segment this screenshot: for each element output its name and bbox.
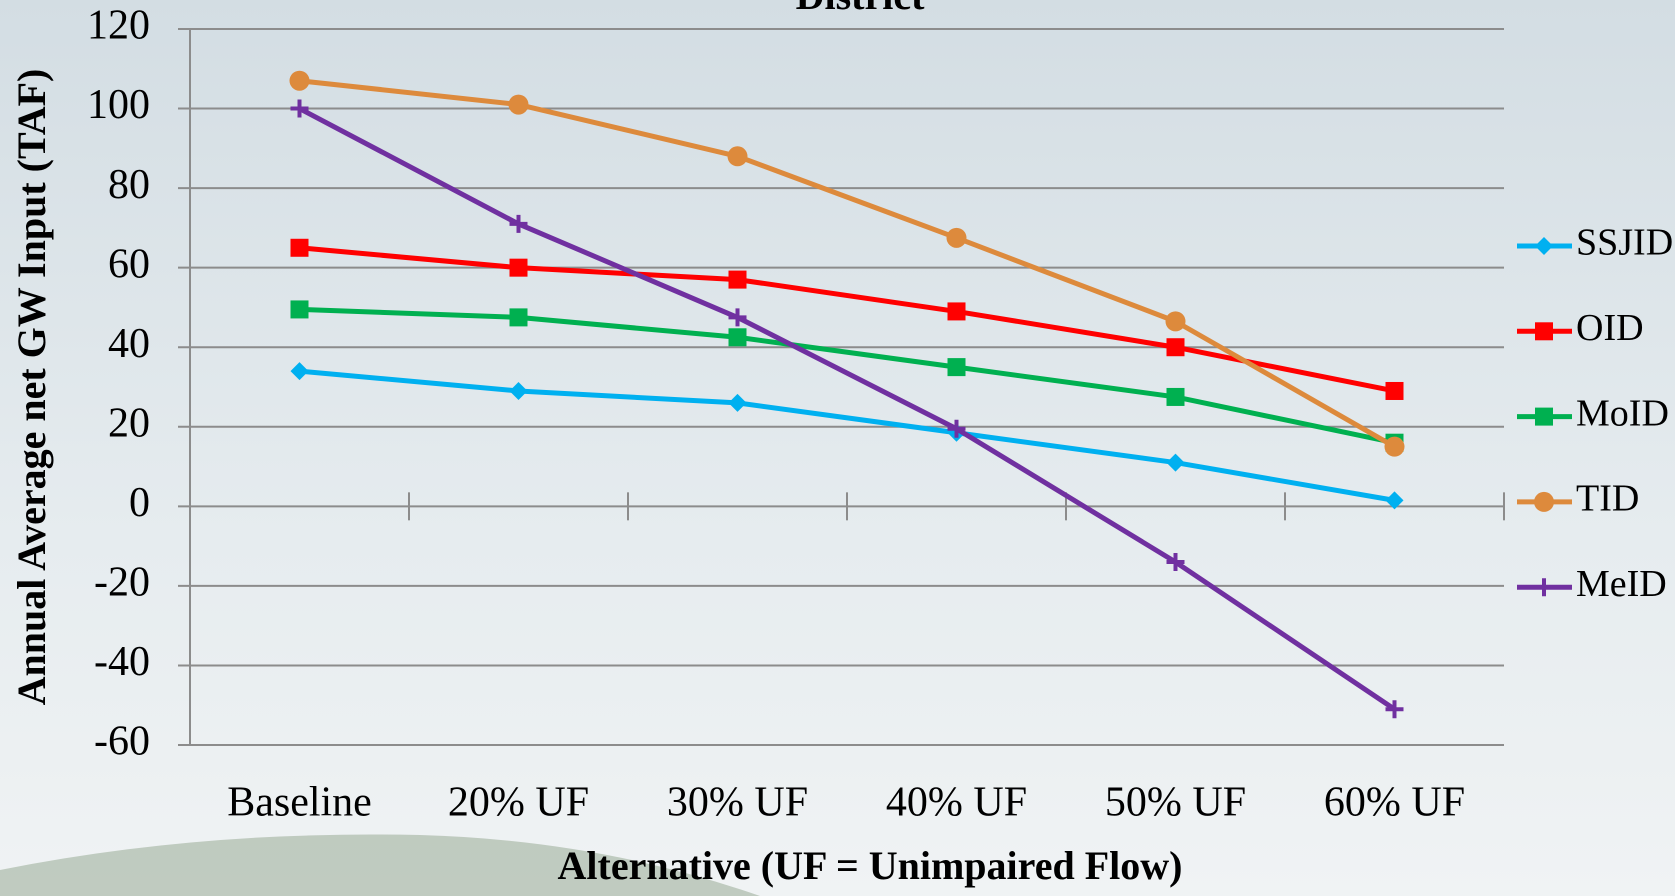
series-line: [299, 306, 1396, 446]
data-point: [1166, 553, 1185, 572]
series-line: [299, 78, 1396, 449]
legend-marker: [1535, 322, 1553, 341]
data-point: [509, 308, 528, 327]
x-tick-label: 40% UF: [886, 780, 1027, 826]
data-point: [1166, 338, 1185, 357]
data-point: [727, 146, 748, 167]
series-line: [299, 245, 1395, 394]
y-tick-label: 60: [108, 241, 150, 287]
legend-marker: [1534, 491, 1554, 512]
data-point: [290, 362, 309, 381]
legend-label: MoID: [1576, 392, 1669, 434]
data-point: [947, 302, 966, 321]
x-tick-label: 60% UF: [1324, 780, 1465, 826]
x-tick-label: 50% UF: [1105, 780, 1246, 826]
background-landscape: [0, 834, 760, 896]
y-tick-label: 120: [87, 3, 150, 49]
y-tick-label: 40: [108, 321, 150, 367]
legend-marker: [1535, 578, 1553, 597]
legend-label: TID: [1576, 478, 1639, 520]
legend-label: MeID: [1576, 563, 1667, 605]
series-line: [298, 106, 1396, 712]
y-axis-title: Annual Average net GW Input (TAF): [9, 69, 54, 706]
y-tick-label: -60: [94, 719, 150, 765]
legend-label: SSJID: [1576, 222, 1673, 264]
legend-label: OID: [1576, 307, 1644, 349]
x-axis-title: Alternative (UF = Unimpaired Flow): [558, 843, 1183, 888]
data-point: [1166, 387, 1185, 406]
x-tick-label: 20% UF: [448, 780, 589, 826]
data-point: [289, 70, 310, 91]
data-point: [947, 419, 966, 438]
data-point: [290, 99, 309, 118]
series-line: [299, 368, 1395, 503]
y-tick-label: -40: [94, 639, 150, 685]
legend-marker: [1535, 237, 1553, 255]
data-point: [509, 214, 528, 233]
y-tick-label: 20: [108, 400, 150, 446]
x-tick-label: Baseline: [227, 780, 372, 826]
data-point: [1385, 700, 1404, 719]
y-tick-label: 80: [108, 162, 150, 208]
data-point: [290, 238, 309, 257]
data-point: [509, 258, 528, 277]
data-point: [290, 300, 309, 319]
data-point: [1166, 453, 1185, 472]
x-tick-label: 30% UF: [667, 780, 808, 826]
data-point: [509, 381, 528, 400]
data-point: [1384, 436, 1405, 457]
chart-title: District: [796, 0, 926, 18]
data-point: [728, 308, 747, 327]
data-point: [728, 393, 747, 412]
data-point: [1385, 491, 1404, 510]
data-point: [946, 227, 967, 248]
data-point: [508, 94, 529, 115]
data-point: [1385, 381, 1404, 400]
data-point: [728, 328, 747, 347]
y-tick-label: 0: [129, 480, 150, 526]
data-point: [947, 358, 966, 377]
y-tick-label: -20: [94, 560, 150, 606]
data-point: [1165, 311, 1186, 332]
legend-marker: [1535, 407, 1553, 426]
y-tick-label: 100: [87, 82, 150, 128]
data-point: [728, 270, 747, 289]
